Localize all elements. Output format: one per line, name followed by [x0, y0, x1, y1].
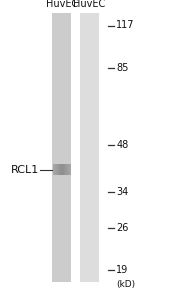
Text: 34: 34: [116, 187, 128, 197]
Text: (kD): (kD): [116, 280, 135, 290]
Text: RCL1: RCL1: [11, 165, 40, 175]
Text: HuvEC: HuvEC: [46, 0, 78, 9]
Text: 48: 48: [116, 140, 128, 150]
Text: 85: 85: [116, 64, 128, 74]
FancyBboxPatch shape: [48, 14, 107, 282]
Text: 19: 19: [116, 265, 128, 275]
Text: HuvEC: HuvEC: [73, 0, 106, 9]
Text: 117: 117: [116, 20, 135, 31]
Text: 26: 26: [116, 223, 128, 233]
